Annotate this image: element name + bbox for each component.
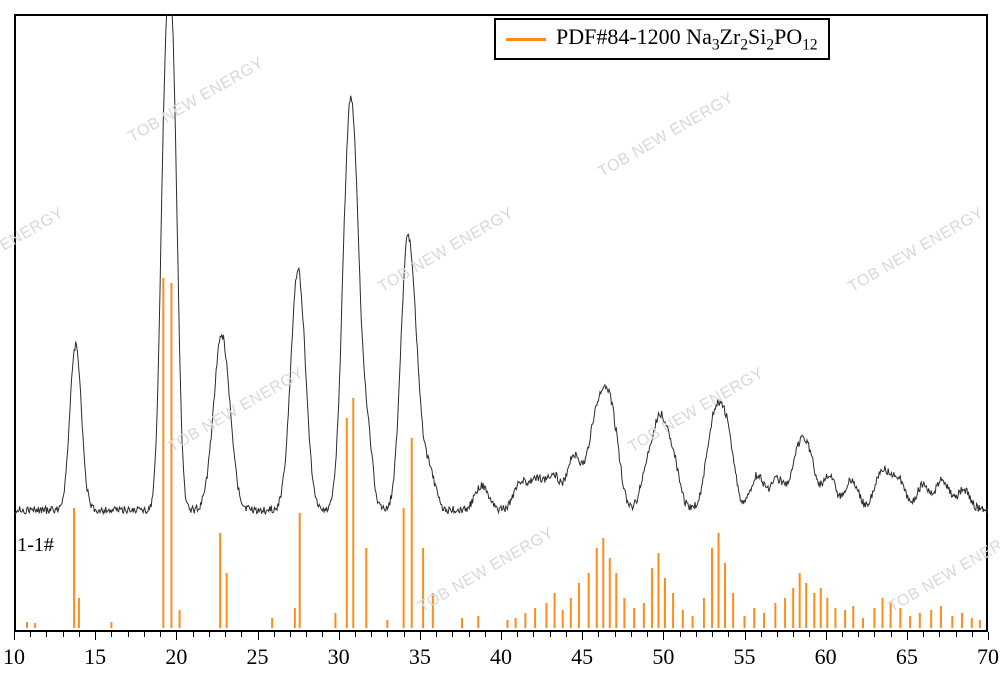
measured-trace <box>14 0 988 514</box>
legend-text: PDF#84-1200 Na3Zr2Si2PO12 <box>556 24 818 54</box>
x-tick-label: 15 <box>84 644 106 670</box>
x-tick-label: 70 <box>977 644 999 670</box>
x-tick-label: 40 <box>490 644 512 670</box>
chart-svg <box>0 0 1000 678</box>
x-tick-label: 25 <box>247 644 269 670</box>
reference-sticks <box>27 278 980 628</box>
x-tick-label: 35 <box>409 644 431 670</box>
x-tick-label: 30 <box>328 644 350 670</box>
x-tick-label: 20 <box>165 644 187 670</box>
x-tick-label: 60 <box>815 644 837 670</box>
x-tick-label: 50 <box>652 644 674 670</box>
x-tick-label: 55 <box>734 644 756 670</box>
x-tick-label: 10 <box>3 644 25 670</box>
x-tick-label: 45 <box>571 644 593 670</box>
legend-swatch <box>506 38 546 41</box>
x-tick-label: 65 <box>896 644 918 670</box>
series-label: 1-1# <box>17 534 54 557</box>
legend: PDF#84-1200 Na3Zr2Si2PO12 <box>494 18 830 60</box>
